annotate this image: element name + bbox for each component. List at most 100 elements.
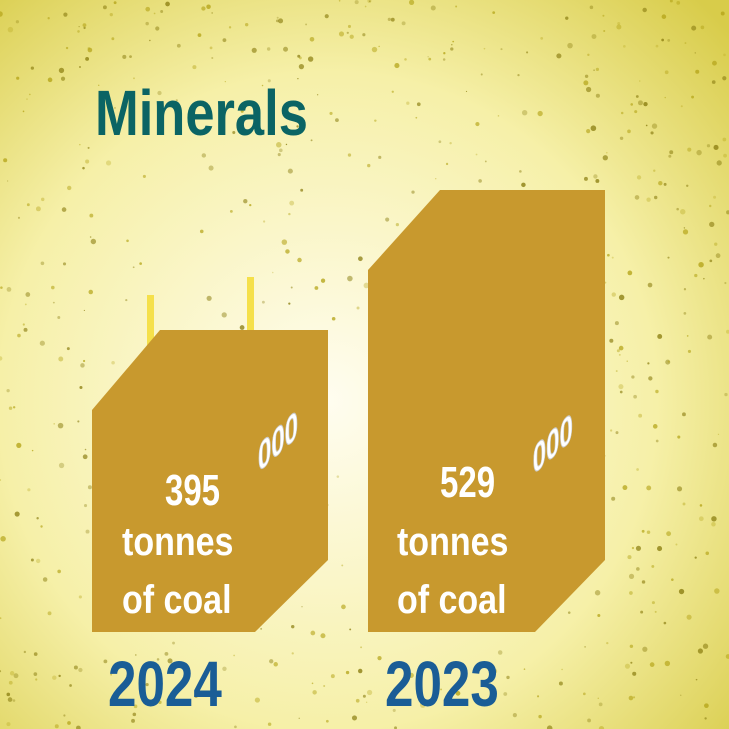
speck xyxy=(16,76,20,80)
speck xyxy=(680,105,683,108)
speck xyxy=(261,300,265,304)
speck xyxy=(77,420,80,423)
speck xyxy=(465,90,468,93)
speck xyxy=(90,238,97,245)
speck xyxy=(82,166,85,170)
speck xyxy=(404,58,407,61)
speck xyxy=(87,146,90,149)
year: 2024 xyxy=(108,650,222,721)
speck xyxy=(172,641,175,645)
speck xyxy=(657,334,663,339)
speck xyxy=(67,185,72,191)
speck xyxy=(430,5,436,11)
speck xyxy=(725,654,729,659)
speck xyxy=(629,591,633,595)
speck xyxy=(603,29,606,33)
speck xyxy=(694,52,696,54)
speck xyxy=(590,125,597,132)
unit: of coal xyxy=(122,576,232,621)
speck xyxy=(26,98,28,100)
speck xyxy=(390,17,395,22)
speck xyxy=(682,502,686,506)
speck xyxy=(683,312,687,315)
speck xyxy=(682,412,686,417)
speck xyxy=(356,306,360,310)
speck xyxy=(633,394,637,399)
speck xyxy=(6,692,11,697)
speck xyxy=(652,424,658,429)
speck xyxy=(408,0,415,5)
speck xyxy=(643,101,648,107)
speck xyxy=(244,22,249,27)
speck xyxy=(664,70,669,75)
speck xyxy=(111,37,115,41)
speck xyxy=(58,674,61,678)
speck xyxy=(711,522,716,527)
speck xyxy=(512,713,517,718)
speck xyxy=(702,643,709,649)
speck xyxy=(585,86,592,93)
speck xyxy=(103,659,108,664)
speck xyxy=(630,661,633,664)
speck xyxy=(47,611,52,616)
speck xyxy=(565,16,569,20)
speck xyxy=(24,303,27,306)
speck xyxy=(676,486,683,492)
speck xyxy=(254,697,260,703)
speck xyxy=(291,652,294,655)
speck xyxy=(593,69,595,71)
speck xyxy=(271,271,274,274)
speck xyxy=(722,76,727,81)
speck xyxy=(249,203,252,207)
speck xyxy=(192,65,197,70)
speck xyxy=(8,680,13,685)
speck xyxy=(646,530,651,534)
speck xyxy=(338,0,341,2)
speck xyxy=(301,606,303,608)
speck xyxy=(145,6,151,12)
speck xyxy=(131,718,135,723)
speck xyxy=(713,195,717,199)
speck xyxy=(83,309,86,312)
speck xyxy=(273,662,278,667)
speck xyxy=(540,36,544,40)
speck xyxy=(358,256,363,262)
speck xyxy=(687,349,692,354)
speck xyxy=(296,125,299,128)
speck xyxy=(724,392,728,397)
speck xyxy=(291,624,295,629)
speck xyxy=(324,14,329,19)
speck xyxy=(655,44,659,48)
speck xyxy=(686,184,689,188)
speck xyxy=(686,614,692,620)
speck xyxy=(7,180,9,182)
speck xyxy=(676,0,681,5)
speck xyxy=(378,45,380,48)
speck xyxy=(275,19,279,23)
speck xyxy=(443,52,446,55)
speck xyxy=(406,101,410,105)
speck xyxy=(197,33,202,38)
speck xyxy=(40,261,45,266)
speck xyxy=(269,659,274,664)
speck xyxy=(609,338,614,343)
speck xyxy=(647,282,653,288)
speck xyxy=(623,45,626,48)
speck xyxy=(329,111,333,115)
speck xyxy=(626,360,628,362)
speck xyxy=(325,719,329,723)
speck xyxy=(201,153,207,158)
speck xyxy=(12,406,16,409)
speck xyxy=(684,42,687,45)
speck xyxy=(653,169,656,172)
speck xyxy=(619,136,624,141)
speck xyxy=(722,137,727,142)
speck xyxy=(82,23,87,28)
speck xyxy=(371,46,378,53)
speck xyxy=(6,388,10,393)
speck xyxy=(598,726,605,729)
speck xyxy=(323,685,326,688)
speck xyxy=(62,262,67,266)
speck xyxy=(627,129,631,134)
speck xyxy=(687,147,692,152)
